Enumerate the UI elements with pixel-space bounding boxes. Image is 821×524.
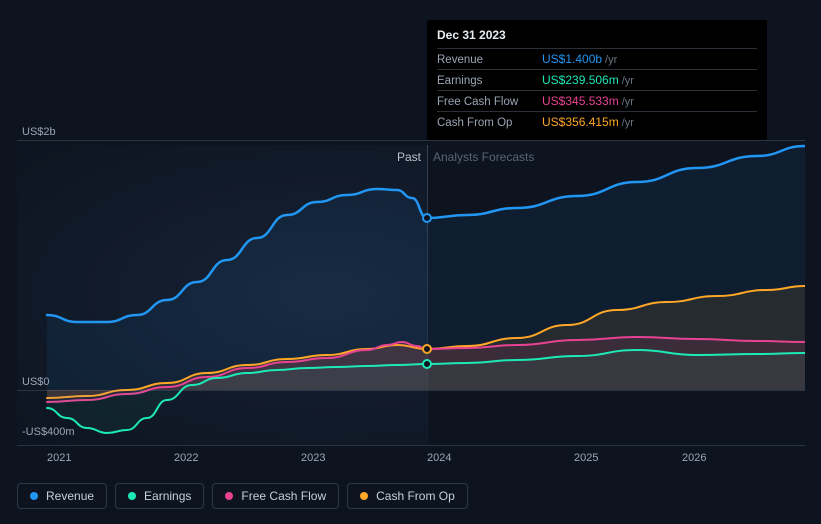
tooltip-label: Earnings (437, 75, 542, 87)
tooltip-row: Cash From OpUS$356.415m/yr (437, 111, 757, 132)
y-axis-label: US$2b (22, 126, 56, 138)
tooltip-value: US$356.415m (542, 115, 619, 129)
legend-item[interactable]: Earnings (115, 483, 204, 509)
legend-label: Cash From Op (376, 489, 455, 503)
tooltip-label: Cash From Op (437, 117, 542, 129)
tooltip-value: US$1.400b (542, 52, 602, 66)
legend: Revenue Earnings Free Cash Flow Cash From O… (17, 483, 468, 509)
x-axis-label: 2025 (574, 452, 598, 464)
x-axis-label: 2022 (174, 452, 198, 464)
tooltip-label: Revenue (437, 54, 542, 66)
tooltip-row: Free Cash FlowUS$345.533m/yr (437, 90, 757, 111)
tooltip-label: Free Cash Flow (437, 96, 542, 108)
tooltip-unit: /yr (622, 96, 634, 108)
tooltip-unit: /yr (605, 54, 617, 66)
legend-dot-icon (360, 492, 368, 500)
legend-item[interactable]: Cash From Op (347, 483, 468, 509)
tooltip-row: RevenueUS$1.400b/yr (437, 48, 757, 69)
tooltip-row: EarningsUS$239.506m/yr (437, 69, 757, 90)
chart-svg (17, 140, 805, 445)
tooltip: Dec 31 2023 RevenueUS$1.400b/yrEarningsU… (427, 20, 767, 140)
legend-dot-icon (128, 492, 136, 500)
tooltip-value: US$345.533m (542, 94, 619, 108)
hover-marker (422, 213, 432, 223)
legend-dot-icon (225, 492, 233, 500)
hover-marker (422, 359, 432, 369)
tooltip-unit: /yr (622, 75, 634, 87)
legend-label: Revenue (46, 489, 94, 503)
gridline-bottom (17, 445, 805, 446)
tooltip-unit: /yr (622, 117, 634, 129)
hover-marker (422, 344, 432, 354)
tooltip-date: Dec 31 2023 (437, 28, 757, 48)
x-axis-label: 2026 (682, 452, 706, 464)
legend-label: Earnings (144, 489, 191, 503)
x-axis-label: 2021 (47, 452, 71, 464)
tooltip-value: US$239.506m (542, 73, 619, 87)
x-axis-label: 2024 (427, 452, 451, 464)
legend-label: Free Cash Flow (241, 489, 326, 503)
legend-item[interactable]: Free Cash Flow (212, 483, 339, 509)
x-axis-label: 2023 (301, 452, 325, 464)
legend-item[interactable]: Revenue (17, 483, 107, 509)
legend-dot-icon (30, 492, 38, 500)
